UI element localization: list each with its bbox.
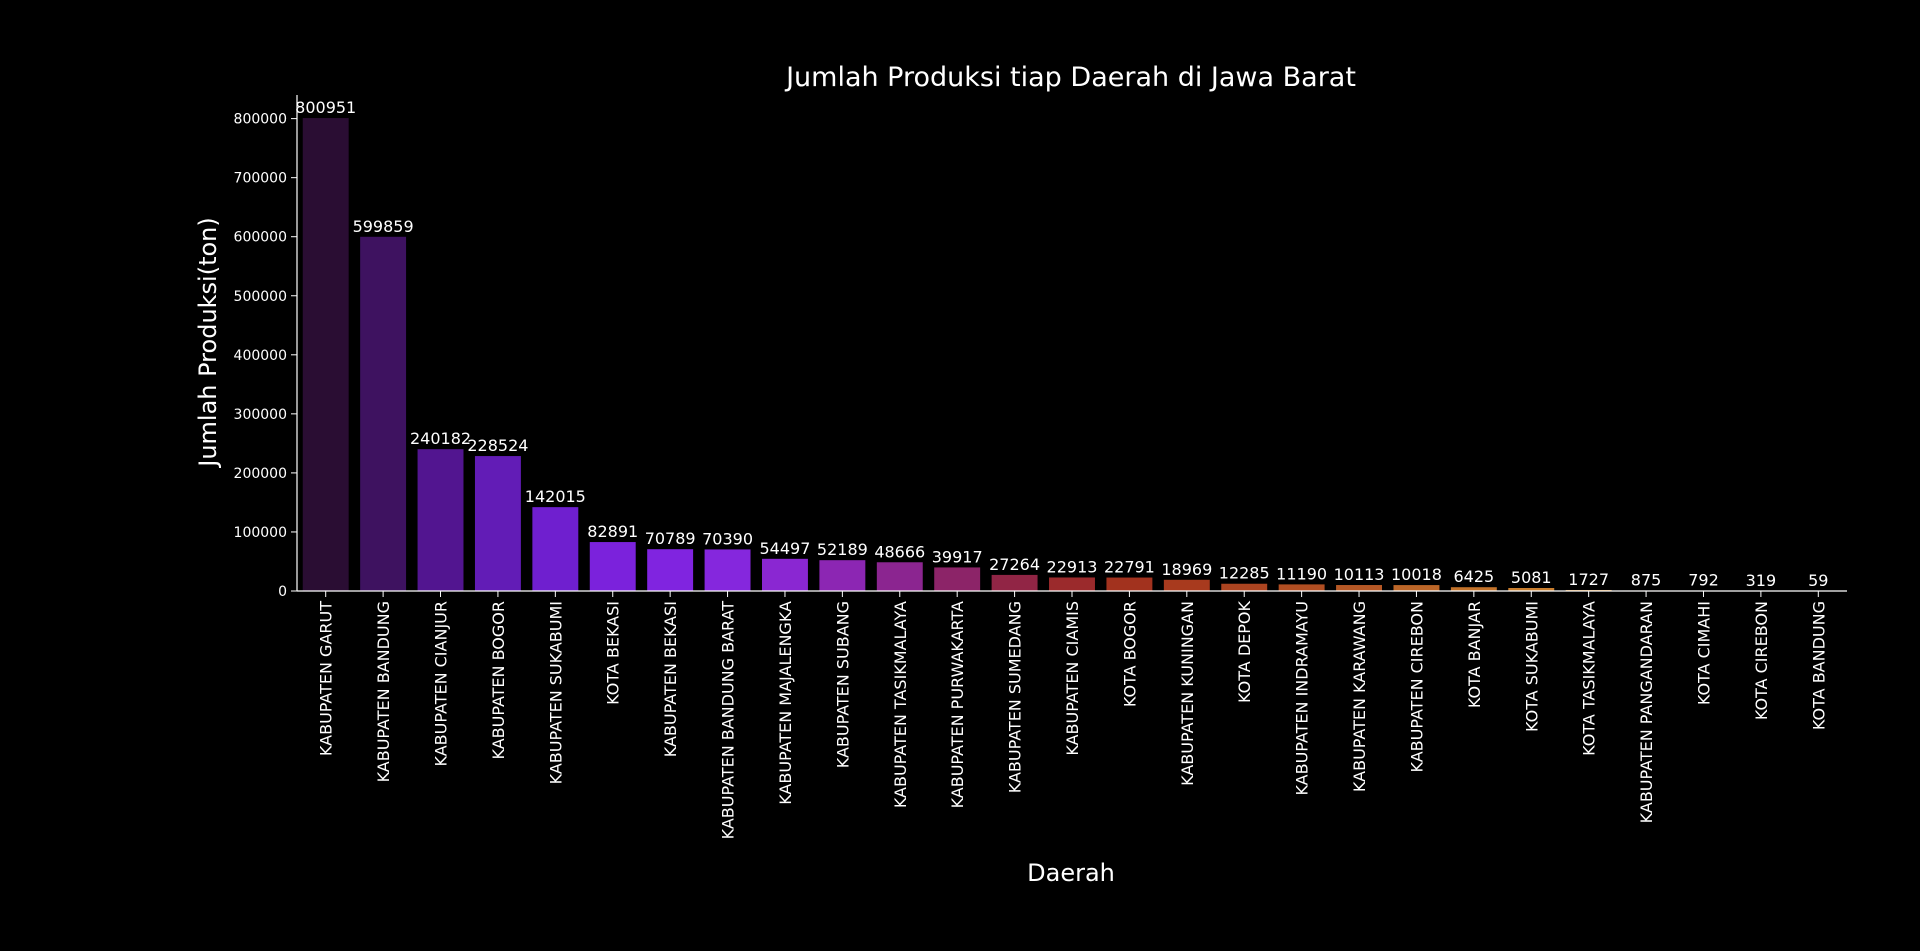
x-tick-label: KOTA SUKABUMI — [1522, 601, 1541, 732]
x-tick-label: KOTA BEKASI — [604, 601, 623, 705]
x-tick-label: KABUPATEN CIREBON — [1407, 601, 1426, 772]
x-tick-label: KABUPATEN BANDUNG — [374, 601, 393, 782]
x-tick-label: KABUPATEN KUNINGAN — [1178, 601, 1197, 786]
y-tick-label: 700000 — [234, 171, 287, 187]
bars — [302, 118, 1842, 592]
bar — [991, 574, 1038, 591]
bar-value-label: 228524 — [467, 436, 528, 455]
y-axis-ticks: 0 100000 200000 300000 400000 500000 600000 700… — [234, 112, 297, 600]
x-tick-label: KABUPATEN BANDUNG BARAT — [719, 601, 738, 840]
bar — [1049, 577, 1095, 591]
y-tick-label: 200000 — [234, 466, 287, 482]
bar-value-label: 22791 — [1104, 558, 1155, 577]
bar — [1221, 583, 1268, 591]
bar — [474, 456, 521, 591]
bar — [934, 567, 981, 591]
y-tick-label: 800000 — [234, 112, 287, 128]
x-tick-label: KABUPATEN PANGANDARAN — [1637, 601, 1656, 823]
x-tick-label: KOTA BANDUNG — [1809, 601, 1828, 730]
bar-value-label: 875 — [1631, 570, 1662, 589]
bar — [647, 549, 694, 591]
bar-value-label: 12285 — [1219, 564, 1270, 583]
bar-value-label: 800951 — [295, 98, 356, 117]
bar-value-label: 10018 — [1391, 565, 1442, 584]
bar — [360, 236, 407, 591]
bar-value-label: 142015 — [525, 487, 586, 506]
bar-value-label: 6425 — [1453, 567, 1494, 586]
x-tick-label: KABUPATEN CIANJUR — [432, 601, 451, 766]
bar — [876, 562, 923, 591]
bar — [1163, 579, 1210, 591]
x-tick-label: KOTA TASIKMALAYA — [1580, 601, 1599, 756]
bar — [1278, 584, 1325, 591]
x-tick-label: KOTA BOGOR — [1120, 601, 1139, 707]
y-tick-label: 300000 — [234, 407, 287, 423]
bar-value-label: 54497 — [760, 539, 811, 558]
x-tick-label: KABUPATEN KARAWANG — [1350, 601, 1369, 792]
x-tick-label: KABUPATEN PURWAKARTA — [948, 601, 967, 808]
bar-value-label: 52189 — [817, 540, 868, 559]
bar — [532, 507, 579, 591]
x-axis-label: Daerah — [1027, 859, 1115, 887]
bar-value-label: 22913 — [1047, 557, 1098, 576]
bar-value-label: 11190 — [1276, 564, 1327, 583]
x-tick-label: KABUPATEN INDRAMAYU — [1293, 601, 1312, 796]
bar-value-label: 59 — [1808, 571, 1828, 590]
bar — [1450, 587, 1497, 591]
chart-title: Jumlah Produksi tiap Daerah di Jawa Bara… — [784, 62, 1356, 93]
bar-value-label: 70789 — [645, 529, 696, 548]
bar-value-label: 5081 — [1511, 568, 1552, 587]
bar-value-label: 240182 — [410, 429, 471, 448]
y-tick-label: 600000 — [234, 230, 287, 246]
x-tick-label: KABUPATEN GARUT — [317, 601, 336, 756]
x-tick-label: KOTA CIMAHI — [1694, 601, 1713, 705]
bar — [762, 558, 808, 591]
x-tick-label: KABUPATEN SUBANG — [833, 601, 852, 768]
x-tick-label: KOTA BANJAR — [1465, 601, 1484, 708]
bar — [589, 542, 636, 591]
x-tick-label: KABUPATEN CIAMIS — [1063, 601, 1082, 756]
x-tick-label: KABUPATEN BOGOR — [489, 601, 508, 760]
bar — [704, 549, 751, 591]
y-tick-label: 0 — [278, 584, 287, 600]
bar-value-label: 27264 — [989, 555, 1040, 574]
x-tick-label: KABUPATEN SUKABUMI — [546, 601, 565, 784]
bar-value-label: 599859 — [353, 217, 414, 236]
x-tick-label: KABUPATEN MAJALENGKA — [776, 601, 795, 805]
bar-value-label: 10113 — [1334, 565, 1385, 584]
x-tick-label: KABUPATEN SUMEDANG — [1006, 601, 1025, 793]
bar-value-label: 82891 — [587, 522, 638, 541]
y-tick-label: 400000 — [234, 348, 287, 364]
bar-value-label: 319 — [1746, 571, 1777, 590]
bar-value-label: 48666 — [874, 542, 925, 561]
x-tick-label: KOTA DEPOK — [1235, 600, 1254, 702]
x-tick-label: KABUPATEN BEKASI — [661, 601, 680, 757]
bar-value-label: 39917 — [932, 547, 983, 566]
bar — [1336, 585, 1382, 591]
x-tick-label: KABUPATEN TASIKMALAYA — [891, 601, 910, 808]
bar — [302, 118, 349, 592]
bar-value-label: 18969 — [1161, 560, 1212, 579]
bar — [1508, 587, 1555, 591]
bar-value-label: 1727 — [1568, 570, 1609, 589]
y-axis-label: Jumlah Produksi(ton) — [194, 217, 222, 469]
bar — [819, 560, 866, 591]
bar-value-label: 70390 — [702, 529, 753, 548]
bar — [1393, 585, 1440, 591]
x-tick-label: KOTA CIREBON — [1752, 601, 1771, 720]
bar — [1106, 577, 1153, 591]
bar — [417, 449, 464, 591]
bar-value-label: 792 — [1688, 571, 1719, 590]
y-tick-label: 500000 — [234, 289, 287, 305]
y-tick-label: 100000 — [234, 525, 287, 541]
x-axis-ticks: KABUPATEN GARUT KABUPATEN BANDUNG KABUPATE… — [317, 591, 1828, 840]
